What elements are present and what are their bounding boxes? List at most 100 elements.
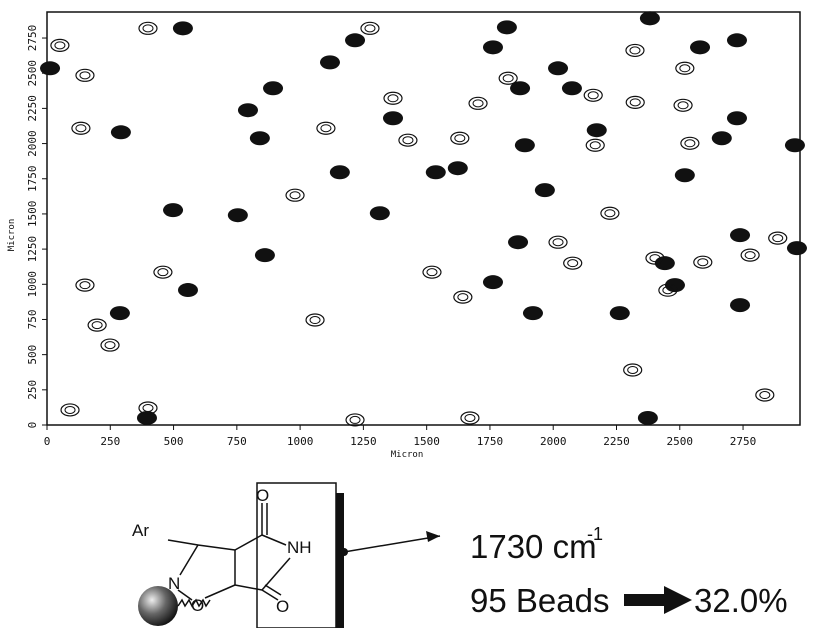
contour-ring [309, 316, 321, 325]
bead-spot [425, 165, 446, 180]
contour-ring [64, 405, 76, 414]
bead-spot [514, 138, 535, 153]
contour-spot [50, 38, 70, 52]
x-tick-label: 2000 [540, 435, 567, 448]
contour-spot [585, 138, 605, 152]
contour-ring [142, 24, 154, 33]
chem-label: O [191, 596, 204, 615]
chem-label: O [256, 486, 269, 505]
contour-ring [387, 94, 399, 103]
bead-spot [237, 103, 258, 118]
bead-spot [548, 61, 569, 76]
contour-spot [548, 235, 568, 249]
contour-ring [54, 41, 66, 50]
bead-spot [319, 55, 340, 70]
bead-spot [726, 111, 747, 126]
bond [264, 584, 282, 596]
bead-spot [674, 168, 695, 183]
contour-spot [75, 68, 95, 82]
bead-spot [522, 306, 543, 321]
y-tick-label: 250 [26, 380, 39, 400]
x-tick-label: 1500 [413, 435, 440, 448]
wavenumber: 1730 cm [470, 528, 597, 565]
structure [167, 482, 441, 629]
contour-ring [142, 403, 154, 412]
bead-spot [609, 306, 630, 321]
contour-ring [502, 74, 514, 83]
y-tick-label: 0 [26, 422, 39, 429]
contour-ring [289, 191, 301, 200]
resin-bead [138, 586, 178, 626]
contour-spot [75, 278, 95, 292]
contour-spot [316, 121, 336, 135]
contour-spot [693, 255, 713, 269]
wavenumber-exponent: -1 [587, 524, 603, 544]
x-tick-label: 1750 [477, 435, 504, 448]
contour-ring [426, 268, 438, 277]
contour-spot [563, 256, 583, 270]
y-tick-label: 1250 [26, 236, 39, 263]
bead-spot [383, 111, 404, 126]
arrow-line [343, 535, 441, 553]
contour-ring [744, 251, 756, 260]
bead-spot [109, 306, 130, 321]
block-arrow [624, 586, 692, 614]
contour-ring [604, 209, 616, 218]
bead-spot [534, 183, 555, 198]
contour-spot [600, 206, 620, 220]
box-shadow [336, 493, 344, 628]
contour-spot [138, 21, 158, 35]
contour-ring [552, 238, 564, 247]
arrow-head [426, 531, 440, 542]
contour-ring [457, 293, 469, 302]
y-tick-label: 1750 [26, 165, 39, 192]
x-tick-label: 2250 [603, 435, 630, 448]
bond [261, 534, 287, 546]
contour-spot [673, 98, 693, 112]
contour-spot [625, 43, 645, 58]
bead-spot [786, 241, 807, 256]
contour-spot [583, 88, 603, 102]
bond [177, 589, 193, 601]
contour-spot [740, 248, 760, 262]
contour-spot [422, 265, 442, 279]
bead-spot [664, 278, 685, 293]
x-tick-label: 250 [100, 435, 120, 448]
bead-spot [136, 410, 157, 425]
contour-ring [364, 24, 376, 33]
contour-ring [662, 286, 674, 295]
bond [234, 534, 263, 551]
contour-spot [460, 411, 480, 425]
contour-spot [675, 61, 695, 75]
contour-ring [454, 134, 466, 143]
bead-spot [726, 33, 747, 48]
bead-spot [369, 206, 390, 221]
contour-spot [71, 121, 91, 135]
y-tick-label: 2000 [26, 130, 39, 157]
contour-spot [658, 283, 678, 297]
bead-spot [163, 203, 184, 218]
bead-spot [482, 40, 503, 55]
contour-spot [623, 363, 643, 377]
contour-ring [629, 98, 641, 107]
contour-spot [468, 96, 488, 110]
contour-ring [472, 99, 484, 108]
x-tick-label: 1250 [350, 435, 377, 448]
y-tick-label: 1500 [26, 201, 39, 228]
contour-ring [587, 91, 599, 100]
bead-spot [177, 283, 198, 298]
bead-spot [586, 123, 607, 138]
contour-ring [567, 259, 579, 268]
contour-spot [285, 188, 305, 202]
chem-label: Ar [132, 521, 149, 540]
x-axis-label: Micron [391, 450, 424, 460]
bond [167, 539, 199, 546]
x-tick-label: 750 [227, 435, 247, 448]
bead-spot [654, 256, 675, 271]
contour-spot [398, 133, 418, 147]
bead-spot [447, 161, 468, 176]
contour-spot [755, 388, 775, 402]
contour-ring [677, 101, 689, 110]
